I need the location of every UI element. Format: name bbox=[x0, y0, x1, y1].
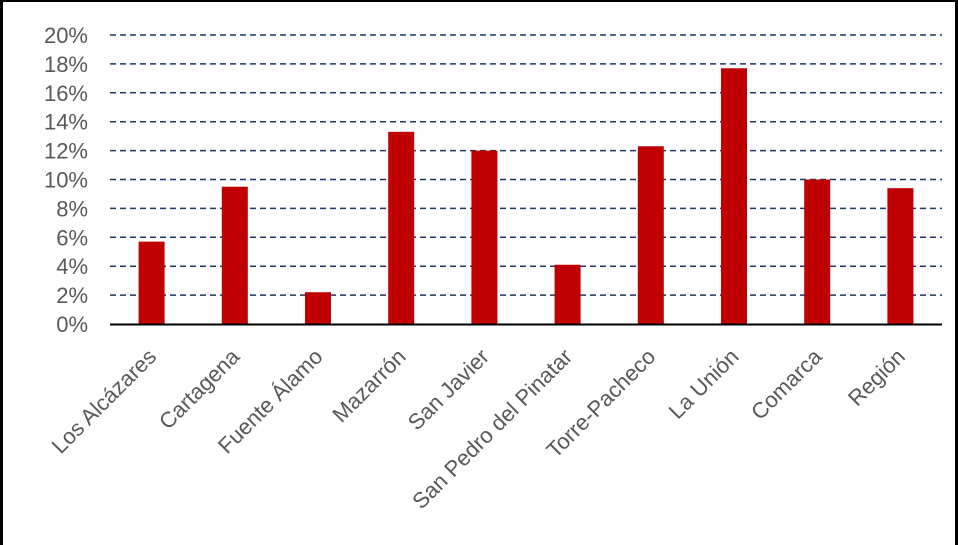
x-category-label: Mazarrón bbox=[327, 344, 410, 427]
x-category-label: Comarca bbox=[746, 343, 827, 424]
y-tick-label: 16% bbox=[44, 81, 88, 106]
x-category-label: Los Alcázares bbox=[47, 344, 162, 459]
bar bbox=[887, 188, 914, 324]
x-category-label: La Unión bbox=[664, 344, 744, 424]
chart-title-partial-2: g bbox=[641, 0, 654, 1]
y-tick-label: 14% bbox=[44, 110, 88, 135]
x-category-label: San Pedro del Pinatar bbox=[407, 344, 577, 514]
x-category-label: Cartagena bbox=[154, 343, 245, 434]
y-tick-label: 4% bbox=[56, 254, 88, 279]
chart-title-partial: y bbox=[514, 0, 527, 1]
gridlines bbox=[110, 34, 942, 296]
y-tick-label: 2% bbox=[56, 283, 88, 308]
bar bbox=[388, 131, 415, 324]
y-tick-label: 6% bbox=[56, 225, 88, 250]
bar bbox=[637, 146, 664, 324]
chart-title-fragment: y g bbox=[514, 0, 655, 1]
y-tick-label: 8% bbox=[56, 196, 88, 221]
y-tick-label: 10% bbox=[44, 168, 88, 193]
bar bbox=[138, 241, 165, 324]
y-tick-label: 20% bbox=[44, 23, 88, 48]
x-category-label: Región bbox=[843, 344, 910, 411]
y-tick-label: 12% bbox=[44, 139, 88, 164]
y-axis-ticks: 0% 2% 4% 6% 8% 10% 12% 14% 16% 18% 20% bbox=[44, 23, 88, 337]
bar bbox=[721, 68, 747, 324]
bar bbox=[804, 179, 831, 324]
bars bbox=[138, 68, 914, 324]
y-tick-label: 0% bbox=[56, 312, 88, 337]
bar bbox=[554, 264, 581, 324]
bar bbox=[221, 186, 248, 324]
bar bbox=[305, 292, 331, 324]
y-tick-label: 18% bbox=[44, 52, 88, 77]
x-category-label: San Javier bbox=[403, 344, 494, 435]
bar bbox=[471, 150, 498, 324]
